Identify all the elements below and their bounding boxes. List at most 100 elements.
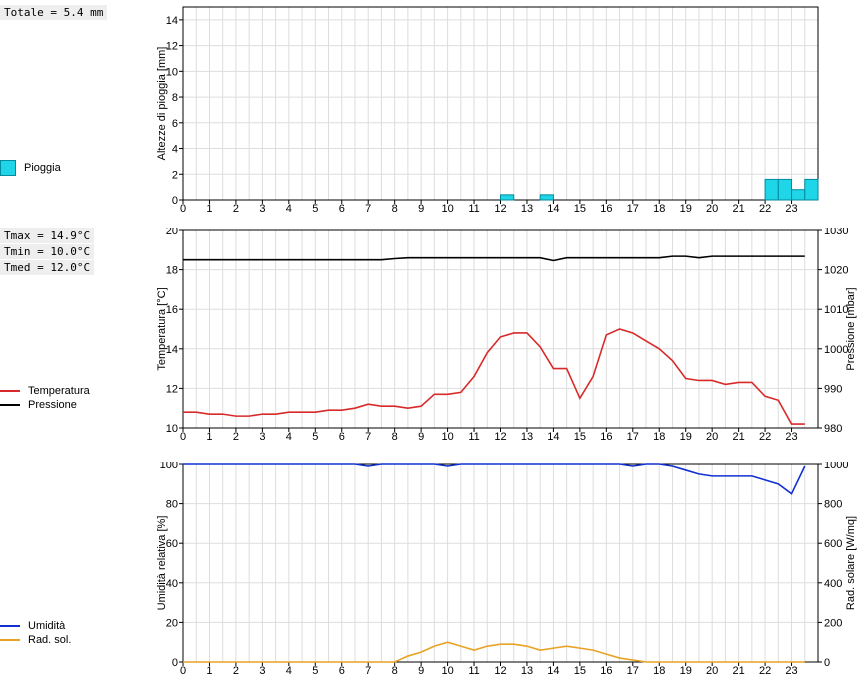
svg-text:9: 9	[418, 431, 424, 443]
svg-text:Temperatura [°C]: Temperatura [°C]	[156, 287, 168, 370]
svg-text:17: 17	[627, 431, 639, 443]
svg-text:5: 5	[312, 203, 318, 215]
legend-panel2: Temperatura Pressione	[0, 385, 125, 413]
svg-text:19: 19	[680, 431, 692, 443]
svg-text:13: 13	[521, 203, 533, 215]
legend-label: Pioggia	[24, 162, 61, 174]
svg-text:200: 200	[824, 617, 842, 629]
svg-text:100: 100	[160, 462, 178, 471]
svg-text:19: 19	[680, 203, 692, 215]
svg-text:Pressione [mbar]: Pressione [mbar]	[845, 287, 857, 370]
svg-text:7: 7	[365, 665, 371, 677]
svg-text:23: 23	[785, 665, 797, 677]
svg-text:22: 22	[759, 203, 771, 215]
svg-text:1000: 1000	[824, 462, 848, 471]
svg-text:800: 800	[824, 499, 842, 511]
svg-text:4: 4	[286, 203, 292, 215]
legend-label: Umidità	[28, 620, 65, 632]
svg-text:3: 3	[259, 665, 265, 677]
svg-text:21: 21	[733, 665, 745, 677]
svg-text:10: 10	[441, 203, 453, 215]
svg-text:8: 8	[392, 665, 398, 677]
svg-text:7: 7	[365, 431, 371, 443]
svg-text:17: 17	[627, 665, 639, 677]
svg-text:4: 4	[172, 144, 178, 156]
svg-text:5: 5	[312, 665, 318, 677]
svg-text:20: 20	[706, 431, 718, 443]
svg-text:6: 6	[339, 203, 345, 215]
svg-text:0: 0	[172, 657, 178, 669]
swatch-umidita	[0, 625, 20, 627]
svg-text:14: 14	[547, 203, 559, 215]
svg-text:1: 1	[206, 431, 212, 443]
svg-text:4: 4	[286, 431, 292, 443]
svg-text:6: 6	[172, 118, 178, 130]
svg-text:9: 9	[418, 203, 424, 215]
svg-text:2: 2	[172, 169, 178, 181]
svg-text:17: 17	[627, 203, 639, 215]
legend-label: Pressione	[28, 399, 77, 411]
svg-text:22: 22	[759, 665, 771, 677]
chart-temp-press: 0123456789101112131415161718192021222310…	[155, 228, 820, 443]
svg-text:980: 980	[824, 423, 842, 435]
svg-text:18: 18	[166, 265, 178, 277]
svg-text:6: 6	[339, 431, 345, 443]
svg-text:16: 16	[600, 431, 612, 443]
svg-text:23: 23	[785, 431, 797, 443]
svg-text:16: 16	[600, 203, 612, 215]
svg-text:21: 21	[733, 203, 745, 215]
svg-text:1030: 1030	[824, 228, 848, 237]
legend-temperatura: Temperatura	[0, 385, 125, 397]
svg-text:11: 11	[468, 431, 479, 443]
svg-text:1: 1	[206, 203, 212, 215]
svg-text:990: 990	[824, 383, 842, 395]
svg-text:0: 0	[180, 431, 186, 443]
chart-humid-rad: 0123456789101112131415161718192021222302…	[155, 462, 820, 677]
svg-text:20: 20	[706, 665, 718, 677]
svg-text:15: 15	[574, 203, 586, 215]
svg-text:18: 18	[653, 203, 665, 215]
stat-total-rain: Totale = 5.4 mm	[0, 5, 107, 20]
svg-text:20: 20	[706, 203, 718, 215]
svg-text:3: 3	[259, 431, 265, 443]
svg-text:Umidità relativa [%]: Umidità relativa [%]	[156, 516, 168, 611]
svg-text:4: 4	[286, 665, 292, 677]
svg-text:8: 8	[172, 92, 178, 104]
svg-text:15: 15	[574, 665, 586, 677]
svg-text:14: 14	[547, 431, 559, 443]
svg-text:1: 1	[206, 665, 212, 677]
svg-text:9: 9	[418, 665, 424, 677]
svg-text:23: 23	[785, 203, 797, 215]
stat-tmed: Tmed = 12.0°C	[0, 260, 94, 275]
svg-text:15: 15	[574, 431, 586, 443]
svg-text:13: 13	[521, 665, 533, 677]
svg-text:0: 0	[180, 203, 186, 215]
svg-text:5: 5	[312, 431, 318, 443]
svg-text:7: 7	[365, 203, 371, 215]
stat-tmin: Tmin = 10.0°C	[0, 244, 94, 259]
swatch-pioggia	[0, 160, 16, 176]
swatch-pressione	[0, 404, 20, 406]
svg-text:12: 12	[494, 203, 506, 215]
stats-panel2: Tmax = 14.9°C Tmin = 10.0°C Tmed = 12.0°…	[0, 228, 125, 276]
svg-text:Rad. solare [W/mq]: Rad. solare [W/mq]	[845, 516, 857, 610]
legend-umidita: Umidità	[0, 620, 125, 632]
svg-text:10: 10	[166, 423, 178, 435]
svg-text:11: 11	[468, 665, 479, 677]
legend-radsol: Rad. sol.	[0, 634, 125, 646]
svg-text:18: 18	[653, 665, 665, 677]
svg-text:12: 12	[494, 665, 506, 677]
svg-text:0: 0	[172, 195, 178, 207]
swatch-radsolare	[0, 639, 20, 641]
svg-text:13: 13	[521, 431, 533, 443]
svg-text:2: 2	[233, 665, 239, 677]
svg-text:18: 18	[653, 431, 665, 443]
svg-text:Altezze di pioggia [mm]: Altezze di pioggia [mm]	[156, 47, 168, 161]
svg-text:3: 3	[259, 203, 265, 215]
svg-text:14: 14	[547, 665, 559, 677]
swatch-temperatura	[0, 390, 20, 392]
chart-rain: 0123456789101112131415161718192021222302…	[155, 5, 820, 210]
legend-pressione: Pressione	[0, 399, 125, 411]
stats-panel1: Totale = 5.4 mm	[0, 5, 125, 21]
svg-text:6: 6	[339, 665, 345, 677]
